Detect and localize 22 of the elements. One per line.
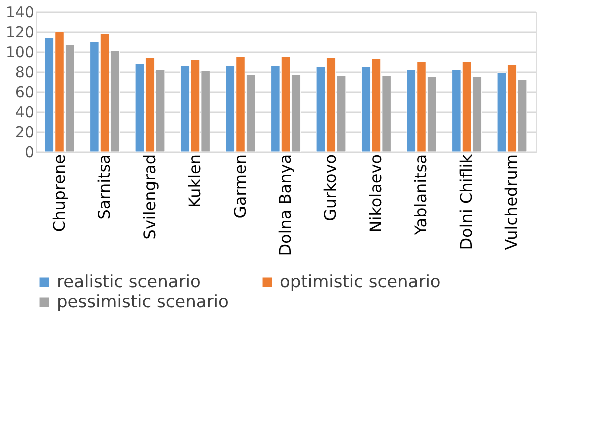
y-tick-label: 140 (6, 4, 34, 22)
y-tick-label: 20 (15, 124, 34, 142)
y-tick-label: 40 (15, 104, 34, 122)
x-tick-label: Gurkovo (321, 154, 340, 222)
x-tick-label: Vulchedrum (502, 154, 522, 250)
x-tick-label: Nikolaevo (366, 154, 386, 233)
legend-label: realistic scenario (57, 272, 201, 293)
x-tick-label: Sarnitsa (95, 154, 114, 220)
y-tick-label: 0 (24, 144, 34, 162)
legend-label: optimistic scenario (280, 272, 441, 293)
legend-label: pessimistic scenario (57, 292, 229, 312)
x-tick-label: Svilengrad (140, 154, 160, 240)
y-tick-label: 100 (6, 44, 34, 62)
x-tick-label: Dolni Chiflik (456, 154, 476, 250)
y-tick-label: 80 (15, 64, 34, 82)
x-tick-label: Kuklen (186, 154, 204, 208)
x-tick-label: Chuprene (50, 154, 69, 232)
x-tick-label: Yablanitsa (412, 154, 431, 236)
x-tick-label: Garmen (230, 154, 250, 219)
y-tick-label: 60 (15, 84, 34, 102)
y-tick-label: 120 (6, 24, 34, 42)
x-tick-label: Dolna Banya (276, 154, 295, 256)
